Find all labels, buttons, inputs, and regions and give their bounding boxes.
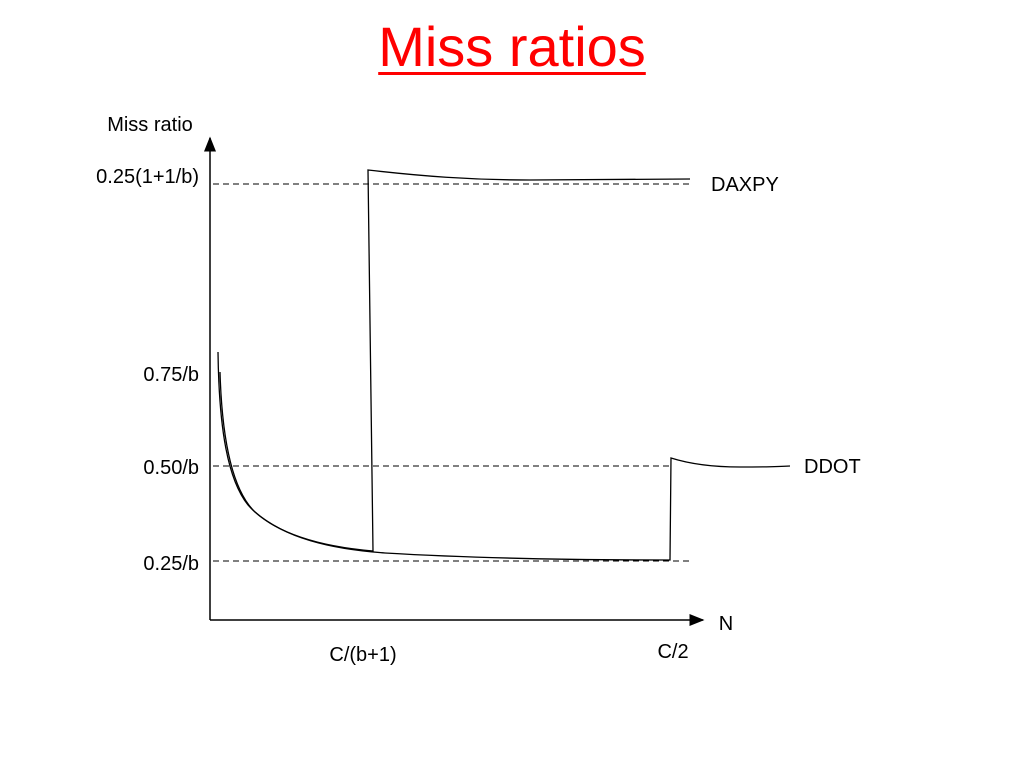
y-axis-label: Miss ratio	[107, 114, 193, 136]
series-label-ddot: DDOT	[804, 456, 861, 478]
y-tick-label-0.50-b: 0.50/b	[143, 457, 199, 479]
y-tick-label-0.25-b: 0.25/b	[143, 553, 199, 575]
x-tick-label-c-over-b-plus-1: C/(b+1)	[329, 644, 396, 666]
x-tick-label-c-over-2: C/2	[657, 641, 688, 663]
x-axis-label: N	[719, 613, 733, 635]
y-tick-label-0.75-b: 0.75/b	[143, 364, 199, 386]
series-label-daxpy: DAXPY	[711, 174, 779, 196]
y-tick-label-0.25-1-plus-1-b: 0.25(1+1/b)	[96, 166, 199, 188]
series-line-ddot	[219, 371, 791, 561]
series-line-daxpy	[217, 169, 691, 552]
slide-title: Miss ratios	[378, 15, 646, 78]
